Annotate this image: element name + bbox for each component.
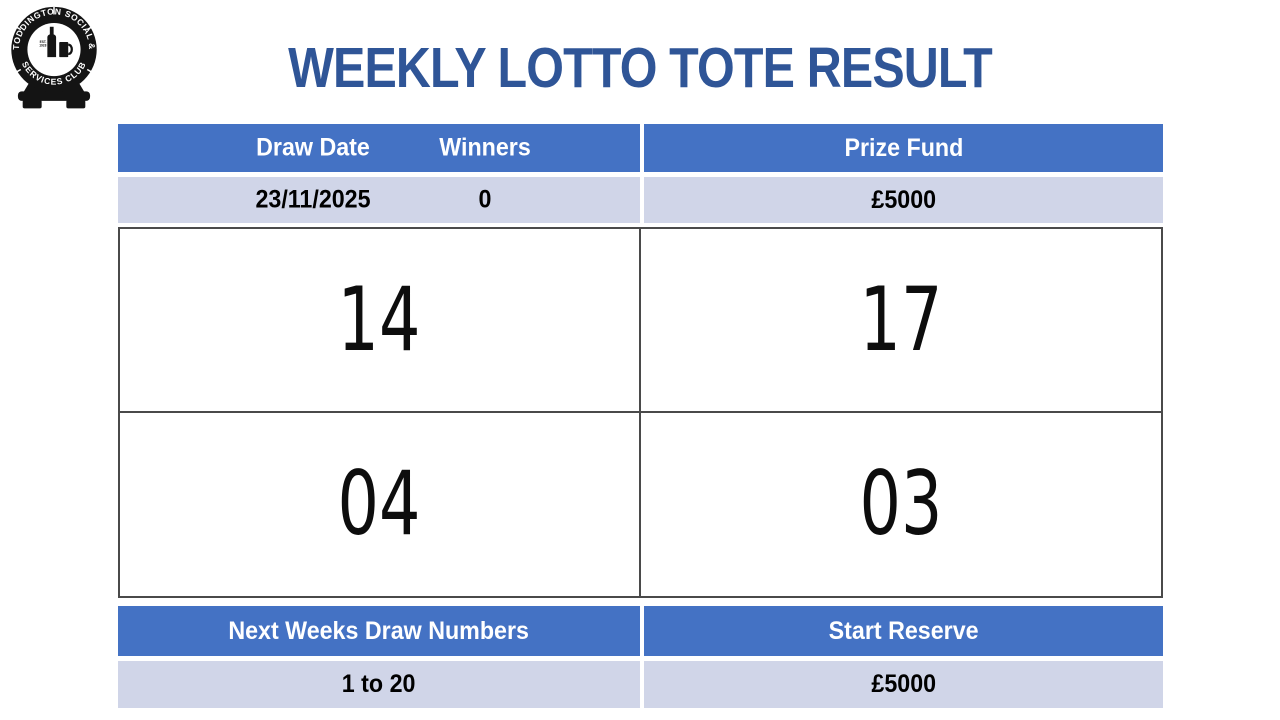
value-winners: 0 bbox=[478, 185, 492, 214]
header-winners: Winners bbox=[439, 133, 531, 162]
value-prize-fund: £5000 bbox=[871, 185, 936, 214]
next-week-header-row: Next Weeks Draw Numbers Start Reserve bbox=[118, 606, 1163, 656]
drawn-number-cell: 03 bbox=[641, 413, 1162, 597]
header-cell-prize-fund: Prize Fund bbox=[644, 124, 1163, 172]
value-start-reserve: £5000 bbox=[871, 670, 936, 698]
logo-est-label: EST. bbox=[40, 40, 47, 44]
drawn-numbers-grid: 14 17 04 03 bbox=[118, 227, 1163, 598]
club-logo: TODDINGTON SOCIAL & SERVICES CLUB EST. 1… bbox=[11, 6, 97, 109]
drawn-number: 17 bbox=[859, 267, 943, 371]
header-start-reserve: Start Reserve bbox=[828, 616, 979, 645]
drawn-number: 14 bbox=[337, 267, 421, 371]
page-title: WEEKLY LOTTO TOTE RESULT bbox=[288, 36, 993, 100]
value-next-weeks-draw-numbers: 1 to 20 bbox=[342, 670, 416, 698]
value-cell-draw-date-winners: 23/11/2025 0 bbox=[118, 177, 640, 223]
next-week-table: Next Weeks Draw Numbers Start Reserve 1 … bbox=[118, 606, 1163, 708]
value-cell-start-reserve: £5000 bbox=[644, 661, 1163, 708]
header-cell-start-reserve: Start Reserve bbox=[644, 606, 1163, 656]
header-cell-next-weeks-draw-numbers: Next Weeks Draw Numbers bbox=[118, 606, 640, 656]
header-draw-date: Draw Date bbox=[255, 133, 370, 162]
value-draw-date: 23/11/2025 bbox=[255, 185, 371, 214]
drawn-number-cell: 04 bbox=[120, 412, 641, 596]
header-cell-draw-date-winners: Draw Date Winners bbox=[118, 124, 640, 172]
drawn-number-cell: 17 bbox=[640, 229, 1161, 413]
next-week-data-row: 1 to 20 £5000 bbox=[118, 661, 1163, 708]
header-next-weeks-draw-numbers: Next Weeks Draw Numbers bbox=[228, 616, 530, 645]
value-cell-next-weeks-draw-numbers: 1 to 20 bbox=[118, 661, 640, 708]
value-cell-prize-fund: £5000 bbox=[644, 177, 1163, 223]
bottle-and-mug-icon bbox=[47, 26, 73, 58]
result-table-data-row: 23/11/2025 0 £5000 bbox=[118, 177, 1163, 223]
result-table: Draw Date Winners Prize Fund 23/11/2025 … bbox=[118, 124, 1163, 223]
drawn-number: 03 bbox=[859, 452, 943, 556]
drawn-number-cell: 14 bbox=[120, 229, 641, 413]
logo-notches bbox=[13, 6, 95, 74]
drawn-number: 04 bbox=[337, 452, 421, 556]
logo-est-year: 1928 bbox=[39, 44, 46, 48]
header-prize-fund: Prize Fund bbox=[844, 133, 963, 162]
result-table-header-row: Draw Date Winners Prize Fund bbox=[118, 124, 1163, 172]
